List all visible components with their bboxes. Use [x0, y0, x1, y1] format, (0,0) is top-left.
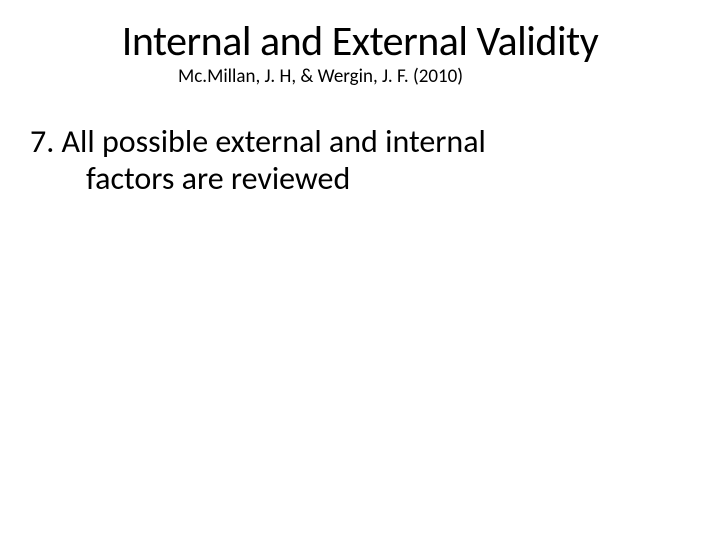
bullet-number: 7.	[30, 124, 54, 161]
slide-subtitle: Mc.Millan, J. H, & Wergin, J. F. (2010)	[30, 65, 690, 88]
bullet-text-line2: factors are reviewed	[30, 161, 650, 198]
slide-title: Internal and External Validity	[30, 16, 690, 67]
slide-body: 7. All possible external and internal fa…	[30, 124, 690, 198]
slide-container: Internal and External Validity Mc.Millan…	[0, 0, 720, 540]
bullet-text-line1: All possible external and internal	[62, 122, 486, 161]
